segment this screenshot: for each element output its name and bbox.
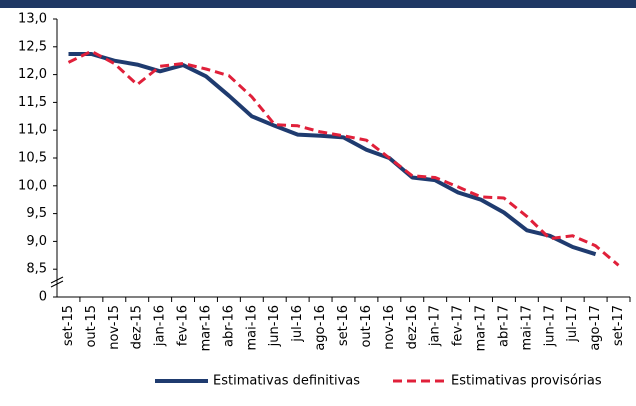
- y-tick-label: 12,5: [18, 39, 47, 54]
- x-tick-label: jul-17: [565, 305, 580, 343]
- x-tick-label: jan-16: [153, 305, 168, 347]
- x-tick-label: dez-15: [130, 305, 145, 349]
- x-tick-label: dez-16: [405, 305, 420, 349]
- x-tick-label: jun-16: [267, 305, 282, 347]
- x-tick-label: ago-17: [588, 305, 603, 351]
- x-tick-label: set-16: [336, 305, 351, 346]
- y-tick-label: 13,0: [18, 12, 47, 27]
- x-tick-label: jun-17: [542, 305, 557, 347]
- x-tick-label: nov-15: [107, 305, 122, 350]
- y-tick-label: 11,5: [18, 95, 47, 110]
- x-tick-label: set-17: [611, 305, 626, 346]
- x-tick-label: abr-17: [496, 305, 511, 347]
- x-tick-label: jan-17: [428, 305, 443, 347]
- series-line: [67, 49, 620, 267]
- x-tick-label: jul-16: [290, 305, 305, 343]
- y-tick-label: 9,0: [26, 234, 47, 249]
- x-tick-label: fev-17: [451, 305, 466, 346]
- x-tick-label: set-15: [61, 305, 76, 346]
- y-tick-label: 12,0: [18, 67, 47, 82]
- y-tick-label: 8,5: [26, 262, 47, 277]
- x-tick-label: out-15: [84, 305, 99, 348]
- axis-break: [50, 276, 64, 284]
- y-tick-label: 0: [39, 290, 47, 305]
- x-tick-label: abr-16: [221, 305, 236, 347]
- legend-label: Estimativas provisórias: [451, 374, 602, 389]
- x-tick-label: mar-16: [198, 305, 213, 351]
- y-tick-label: 11,0: [18, 123, 47, 138]
- series-line: [68, 52, 597, 257]
- legend-label: Estimativas definitivas: [213, 374, 360, 389]
- x-tick-label: nov-16: [382, 305, 397, 350]
- x-tick-label: fev-16: [176, 305, 191, 346]
- x-tick-label: ago-16: [313, 305, 328, 351]
- y-tick-label: 10,5: [18, 151, 47, 166]
- axis-break: [50, 280, 64, 288]
- header-bar: [0, 0, 636, 8]
- x-tick-label: mar-17: [474, 305, 489, 351]
- x-tick-label: mai-17: [519, 305, 534, 350]
- y-tick-label: 10,0: [18, 178, 47, 193]
- x-tick-label: out-16: [359, 305, 374, 348]
- y-tick-label: 9,5: [26, 206, 47, 221]
- x-tick-label: mai-16: [244, 305, 259, 350]
